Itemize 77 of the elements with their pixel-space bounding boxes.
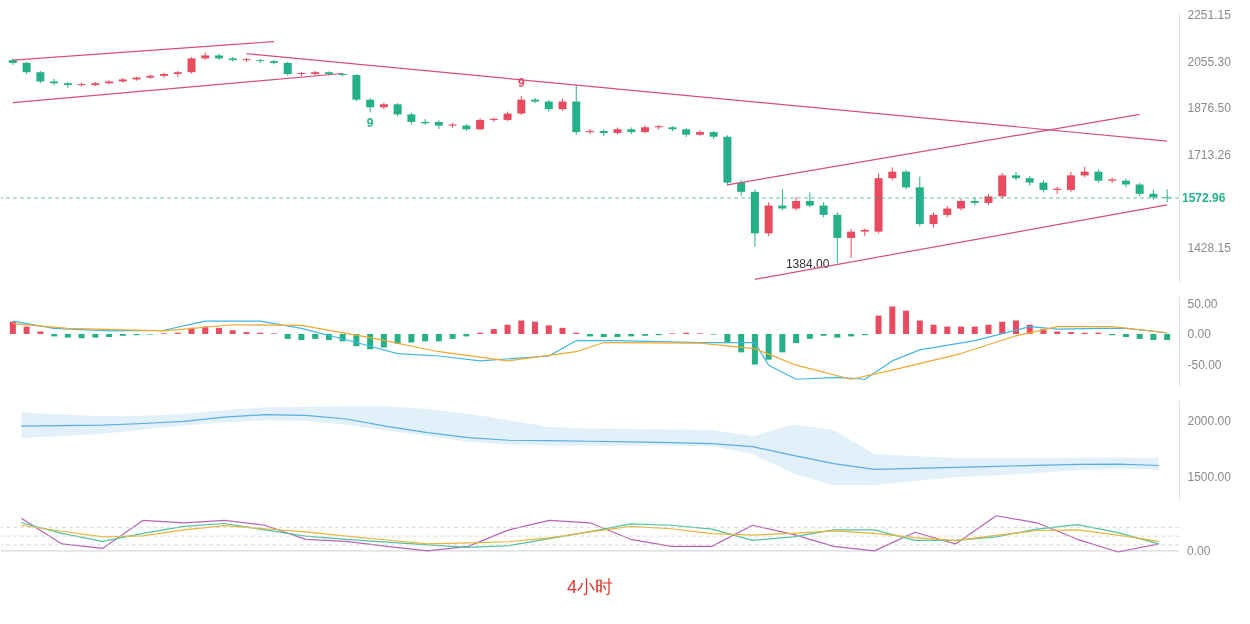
text: 9 bbox=[366, 116, 374, 131]
candlestick bbox=[695, 129, 704, 137]
bar bbox=[545, 325, 552, 334]
bar bbox=[215, 327, 222, 334]
text: 9 bbox=[517, 75, 525, 90]
y-tick-label: 2000.00 bbox=[1187, 413, 1232, 428]
bar bbox=[903, 310, 910, 334]
ref-line-label: 1572.96 bbox=[1182, 191, 1226, 206]
bar bbox=[92, 333, 99, 338]
candlestick bbox=[50, 78, 59, 86]
y-tick-label: 1500.00 bbox=[1187, 469, 1232, 484]
bar bbox=[793, 333, 800, 344]
bar bbox=[312, 333, 319, 339]
y-tick-label: 2055.30 bbox=[1187, 54, 1232, 69]
bar bbox=[765, 333, 772, 360]
bar bbox=[422, 333, 429, 342]
candlestick bbox=[269, 59, 278, 65]
bar bbox=[834, 333, 841, 338]
candlestick bbox=[517, 95, 526, 116]
bar bbox=[999, 321, 1006, 334]
bar bbox=[1136, 333, 1143, 339]
bar bbox=[971, 326, 978, 334]
candlestick bbox=[998, 172, 1007, 199]
bar bbox=[435, 333, 442, 342]
y-tick-label: -50.00 bbox=[1187, 358, 1222, 373]
y-tick-label: 2251.15 bbox=[1187, 7, 1232, 22]
candlestick bbox=[792, 196, 801, 212]
bar bbox=[78, 333, 85, 339]
bar bbox=[298, 333, 305, 341]
bar bbox=[518, 320, 525, 334]
y-tick-label: 50.00 bbox=[1187, 296, 1218, 311]
y-tick-label: 1428.15 bbox=[1187, 240, 1232, 255]
candlestick bbox=[847, 228, 856, 259]
bar bbox=[614, 333, 621, 338]
bar bbox=[449, 333, 456, 339]
bar bbox=[1122, 333, 1129, 338]
candlestick bbox=[1066, 171, 1075, 193]
bar bbox=[916, 320, 923, 334]
candlestick bbox=[1011, 171, 1020, 181]
bar bbox=[408, 333, 415, 343]
bar bbox=[1150, 333, 1157, 341]
y-tick-label: 0.00 bbox=[1187, 327, 1212, 342]
candlestick bbox=[214, 53, 223, 61]
bar bbox=[751, 333, 758, 365]
bar bbox=[1012, 320, 1019, 334]
candlestick bbox=[833, 211, 842, 265]
candlestick bbox=[160, 72, 169, 79]
text: 4小时 bbox=[566, 577, 614, 597]
bar bbox=[1164, 333, 1171, 341]
bar bbox=[504, 324, 511, 334]
line-series bbox=[20, 414, 1160, 471]
bar bbox=[532, 321, 539, 334]
bar bbox=[23, 326, 30, 334]
bar bbox=[930, 324, 937, 334]
bar bbox=[9, 321, 16, 334]
bar bbox=[64, 333, 71, 338]
candlestick bbox=[105, 79, 114, 85]
bar bbox=[875, 315, 882, 334]
bar bbox=[779, 333, 786, 353]
bar bbox=[106, 333, 113, 338]
bar bbox=[600, 333, 607, 338]
bar bbox=[490, 329, 497, 334]
candlestick bbox=[902, 169, 911, 190]
candlestick bbox=[366, 97, 375, 113]
bar bbox=[958, 326, 965, 334]
bar bbox=[806, 333, 813, 339]
bar bbox=[559, 327, 566, 334]
y-tick-label: 1713.26 bbox=[1187, 147, 1232, 162]
y-tick-label: 1876.50 bbox=[1187, 101, 1232, 116]
bar bbox=[229, 330, 236, 334]
bar bbox=[944, 326, 951, 334]
bar bbox=[985, 324, 992, 334]
candlestick bbox=[531, 97, 540, 104]
candlestick bbox=[324, 70, 333, 77]
text: 1384.00 bbox=[785, 256, 830, 271]
bar bbox=[889, 306, 896, 334]
bar bbox=[284, 333, 291, 339]
